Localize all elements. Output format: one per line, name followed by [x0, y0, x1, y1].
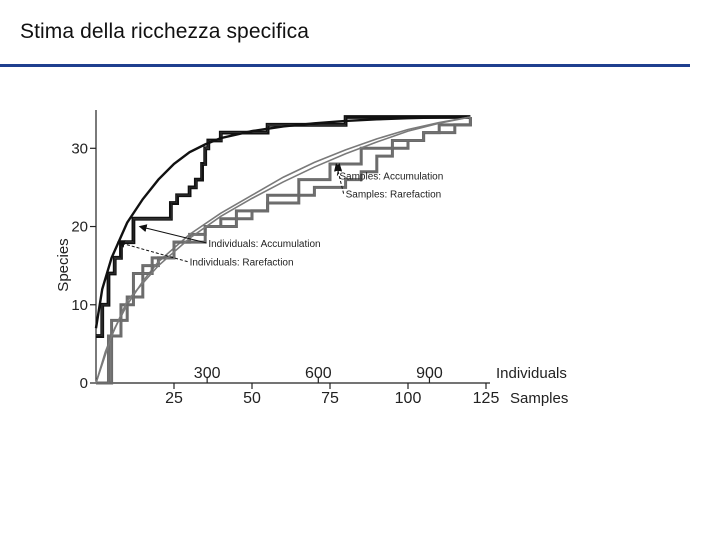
series-line-individuals-accumulation [96, 117, 471, 384]
series-layer [94, 115, 472, 385]
series-line-core [96, 116, 471, 337]
x-tick-label-individuals: 900 [416, 365, 443, 382]
series-line-outline [96, 117, 472, 385]
annotation-layer: Samples: Accumulation Samples: Rarefactio… [116, 162, 443, 269]
series-line-outline [96, 117, 472, 385]
x-tick-label-individuals: 300 [194, 365, 221, 382]
series-line-unlabeled-5 [95, 116, 471, 384]
annotation-label: Samples: Accumulation [339, 172, 443, 183]
series-line-unlabeled-4 [96, 117, 471, 384]
annotation-arrow [138, 224, 207, 244]
annotation-arrow [334, 162, 345, 194]
x-tick-label-samples: 50 [243, 390, 261, 407]
series-line-samples-accumulation [96, 116, 471, 337]
series-line-outline [96, 115, 471, 338]
series-line-core [96, 117, 471, 384]
series-line-individuals-rarefaction [95, 116, 471, 384]
x-ticks: 300 600 900 25 50 75 100 125 [165, 365, 499, 407]
annotation-label: Individuals: Accumulation [208, 239, 320, 250]
series-line-core [96, 117, 471, 384]
title-rule [0, 64, 690, 67]
annotation-arrow [116, 240, 188, 263]
x-axis-label-samples: Samples [510, 390, 568, 407]
x-tick-label-samples: 75 [321, 390, 339, 407]
y-ticks: 0 10 20 30 [71, 140, 96, 392]
series-line-samples-rarefaction [94, 115, 471, 329]
y-axis-label: Species [55, 238, 72, 291]
x-tick-label-samples: 100 [395, 390, 422, 407]
y-tick-label: 30 [71, 140, 88, 157]
x-tick-label-individuals: 600 [305, 365, 332, 382]
annotation-label: Individuals: Rarefaction [190, 258, 294, 269]
page-title: Stima della ricchezza specifica [20, 20, 310, 43]
y-tick-label: 10 [71, 297, 88, 314]
x-tick-label-samples: 25 [165, 390, 183, 407]
y-tick-label: 20 [71, 219, 88, 236]
x-axis-label-individuals: Individuals [496, 365, 567, 382]
y-tick-label: 0 [80, 375, 88, 392]
x-tick-label-samples: 125 [473, 390, 500, 407]
annotation-label: Samples: Rarefaction [346, 190, 442, 201]
